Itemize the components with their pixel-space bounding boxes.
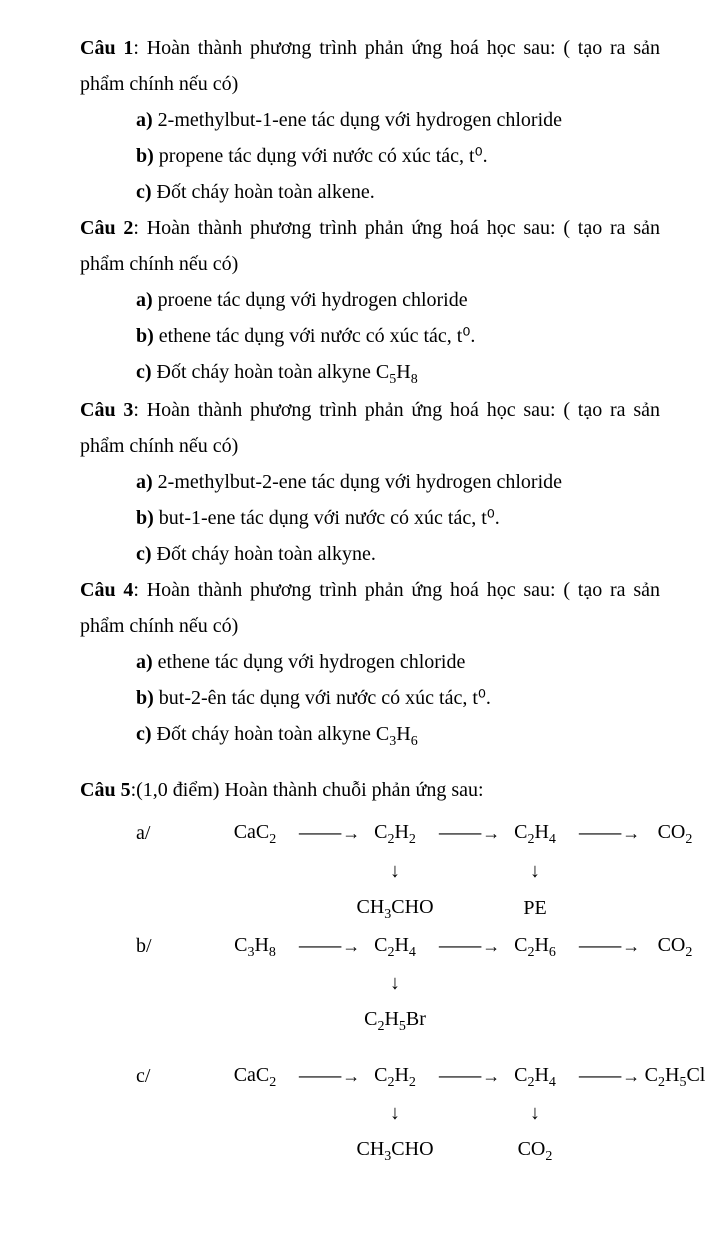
arrow-icon: ⸻→ <box>298 1060 352 1092</box>
arrow-icon: ⸻→ <box>578 817 632 849</box>
question-2-item-a: a) proene tác dụng với hydrogen chloride <box>80 282 660 318</box>
question-1-intro: Câu 1: Hoàn thành phương trình phản ứng … <box>80 30 660 102</box>
arrow-icon: ⸻→ <box>298 930 352 962</box>
chain-b-node-2: C2H4 <box>352 927 438 965</box>
chain-b-label: b/ <box>80 928 212 964</box>
chain-c-node-3: C2H4 <box>492 1057 578 1095</box>
item-letter: a) <box>136 651 153 673</box>
chain-c-product-3: CO2 <box>492 1131 578 1169</box>
item-letter: b) <box>136 325 154 347</box>
question-4-item-b: b) but-2-ên tác dụng với nước có xúc tác… <box>80 680 660 716</box>
item-letter: b) <box>136 507 154 529</box>
chain-a-product-2: CH3CHO <box>352 889 438 927</box>
item-text: 2-methylbut-1-ene tác dụng với hydrogen … <box>153 109 562 131</box>
question-4-item-a: a) ethene tác dụng với hydrogen chloride <box>80 644 660 680</box>
chain-c-row-down: ↓↓ <box>80 1095 660 1131</box>
chain-a-row-main: a/CaC2⸻→C2H2⸻→C2H4⸻→CO2 <box>80 814 660 852</box>
down-arrow-icon: ↓ <box>492 1095 578 1131</box>
chain-a-label: a/ <box>80 815 212 851</box>
chain-a-node-4: CO2 <box>632 814 718 852</box>
item-text: but-1-ene tác dụng với nước có xúc tác, … <box>154 507 500 529</box>
question-1-item-c: c) Đốt cháy hoàn toàn alkene. <box>80 174 660 210</box>
item-text: Đốt cháy hoàn toàn alkyne. <box>152 543 376 565</box>
chain-c-row-main: c/CaC2⸻→C2H2⸻→C2H4⸻→C2H5Cl <box>80 1057 660 1095</box>
item-letter: c) <box>136 723 152 745</box>
arrow-icon: ⸻→ <box>578 1060 632 1092</box>
chain-a-product-3: PE <box>492 890 578 926</box>
item-text: ethene tác dụng với hydrogen chloride <box>153 651 466 673</box>
item-text: Đốt cháy hoàn toàn alkyne C3H6 <box>152 723 418 745</box>
down-arrow-icon: ↓ <box>352 853 438 889</box>
question-5-number: Câu 5 <box>80 779 131 801</box>
arrow-icon: ⸻→ <box>438 817 492 849</box>
item-text: propene tác dụng với nước có xúc tác, t⁰… <box>154 145 488 167</box>
question-3-intro: Câu 3: Hoàn thành phương trình phản ứng … <box>80 392 660 464</box>
chain-b-node-4: CO2 <box>632 927 718 965</box>
item-letter: b) <box>136 687 154 709</box>
question-1-item-b: b) propene tác dụng với nước có xúc tác,… <box>80 138 660 174</box>
chain-c-row-products: CH3CHO CO2 <box>80 1131 660 1169</box>
chain-b-node-1: C3H8 <box>212 927 298 965</box>
arrow-icon: ⸻→ <box>438 930 492 962</box>
question-4-intro: Câu 4: Hoàn thành phương trình phản ứng … <box>80 572 660 644</box>
item-letter: a) <box>136 109 153 131</box>
question-2-item-b: b) ethene tác dụng với nước có xúc tác, … <box>80 318 660 354</box>
arrow-icon: ⸻→ <box>438 1060 492 1092</box>
chain-c-label: c/ <box>80 1058 212 1094</box>
down-arrow-icon: ↓ <box>352 1095 438 1131</box>
item-text: but-2-ên tác dụng với nước có xúc tác, t… <box>154 687 491 709</box>
question-2-item-c: c) Đốt cháy hoàn toàn alkyne C5H8 <box>80 354 660 392</box>
question-3-item-b: b) but-1-ene tác dụng với nước có xúc tá… <box>80 500 660 536</box>
question-3-item-c: c) Đốt cháy hoàn toàn alkyne. <box>80 536 660 572</box>
down-arrow-icon: ↓ <box>492 853 578 889</box>
question-3-item-a: a) 2-methylbut-2-ene tác dụng với hydrog… <box>80 464 660 500</box>
question-5-intro: Câu 5:(1,0 điểm) Hoàn thành chuỗi phản ứ… <box>80 772 660 808</box>
chain-b-row-down: ↓ <box>80 965 660 1001</box>
chain-a-row-down: ↓↓ <box>80 853 660 889</box>
item-letter: c) <box>136 181 152 203</box>
chain-c-node-1: CaC2 <box>212 1057 298 1095</box>
chain-c-product-2: CH3CHO <box>352 1131 438 1169</box>
item-text: proene tác dụng với hydrogen chloride <box>153 289 468 311</box>
chain-a-row-products: CH3CHO PE <box>80 889 660 927</box>
chain-c-node-4: C2H5Cl <box>632 1057 718 1095</box>
question-4-number: Câu 4 <box>80 579 133 601</box>
item-text: ethene tác dụng với nước có xúc tác, t⁰. <box>154 325 476 347</box>
item-letter: a) <box>136 471 153 493</box>
chain-c-node-2: C2H2 <box>352 1057 438 1095</box>
chain-b-row-main: b/C3H8⸻→C2H4⸻→C2H6⸻→CO2 <box>80 927 660 965</box>
item-letter: b) <box>136 145 154 167</box>
item-letter: c) <box>136 361 152 383</box>
chain-a-node-2: C2H2 <box>352 814 438 852</box>
question-2-intro: Câu 2: Hoàn thành phương trình phản ứng … <box>80 210 660 282</box>
chain-a-node-1: CaC2 <box>212 814 298 852</box>
arrow-icon: ⸻→ <box>298 817 352 849</box>
question-1-item-a: a) 2-methylbut-1-ene tác dụng với hydrog… <box>80 102 660 138</box>
question-2-number: Câu 2 <box>80 217 133 239</box>
item-text: Đốt cháy hoàn toàn alkene. <box>152 181 375 203</box>
question-3-number: Câu 3 <box>80 399 133 421</box>
question-1-number: Câu 1 <box>80 37 133 59</box>
down-arrow-icon: ↓ <box>352 965 438 1001</box>
chain-b-node-3: C2H6 <box>492 927 578 965</box>
arrow-icon: ⸻→ <box>578 930 632 962</box>
chain-b-product-2: C2H5Br <box>352 1001 438 1039</box>
item-letter: c) <box>136 543 152 565</box>
item-letter: a) <box>136 289 153 311</box>
chain-a-node-3: C2H4 <box>492 814 578 852</box>
chain-b-row-products: C2H5Br <box>80 1001 660 1039</box>
item-text: Đốt cháy hoàn toàn alkyne C5H8 <box>152 361 418 383</box>
question-4-item-c: c) Đốt cháy hoàn toàn alkyne C3H6 <box>80 716 660 754</box>
item-text: 2-methylbut-2-ene tác dụng với hydrogen … <box>153 471 562 493</box>
